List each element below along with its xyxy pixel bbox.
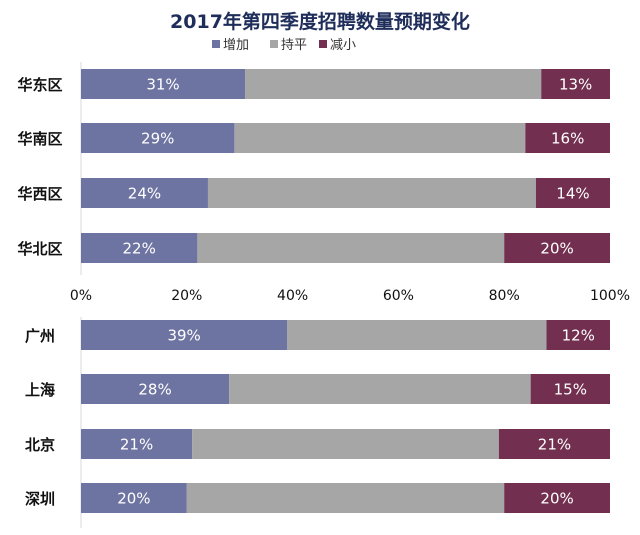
bar-segment [81,69,245,99]
x-tick-label: 0% [70,288,92,304]
data-label: 12% [562,327,595,345]
bar-segment [81,429,193,459]
bar-segment [535,178,610,208]
chart-title: 2017年第四季度招聘数量预期变化 [170,10,470,33]
category-label: 华西区 [17,185,62,203]
data-label: 22% [123,240,156,258]
bar-segment [229,374,531,404]
legend-label-0: 增加 [223,38,249,53]
x-tick-label: 60% [383,288,414,304]
category-label: 华南区 [17,130,62,148]
data-label: 21% [120,436,153,454]
bar-segment [192,429,499,459]
data-label: 13% [559,76,592,94]
legend-swatch-1 [270,40,278,48]
x-tick-label: 80% [489,288,520,304]
data-label: 20% [540,240,573,258]
bar-segment [498,429,610,459]
bar-segment [81,483,187,513]
bar-segment [207,178,536,208]
category-label: 华东区 [17,76,62,94]
data-label: 20% [540,490,573,508]
bar-segment [287,320,547,350]
bar-segment [81,320,288,350]
category-label: 北京 [25,436,55,454]
bar-segment [81,178,208,208]
category-label: 深圳 [25,490,55,508]
legend-swatch-0 [212,40,220,48]
data-label: 21% [538,436,571,454]
x-tick-label: 20% [171,288,202,304]
bar-segment [197,233,505,263]
x-tick-label: 100% [590,288,630,304]
category-label: 上海 [25,381,55,399]
bar-segment [186,483,505,513]
legend-label-1: 持平 [281,38,307,53]
bar-segment [234,123,526,153]
data-label: 16% [551,130,584,148]
legend-label-2: 减小 [330,38,356,53]
bar-segment [504,483,610,513]
data-label: 24% [128,185,161,203]
bar-segment [530,374,610,404]
bar-segment [244,69,542,99]
category-label: 华北区 [17,240,62,258]
data-label: 39% [167,327,200,345]
data-label: 14% [556,185,589,203]
bar-segment [81,123,235,153]
bar-segment [541,69,610,99]
data-label: 20% [117,490,150,508]
data-label: 28% [138,381,171,399]
legend-swatch-2 [319,40,327,48]
bar-segment [525,123,610,153]
bar-segment [546,320,610,350]
x-tick-label: 40% [277,288,308,304]
category-label: 广州 [25,327,55,345]
data-label: 31% [146,76,179,94]
bar-segment [81,374,230,404]
bar-segment [81,233,198,263]
data-label: 15% [554,381,587,399]
bar-segment [504,233,610,263]
data-label: 29% [141,130,174,148]
